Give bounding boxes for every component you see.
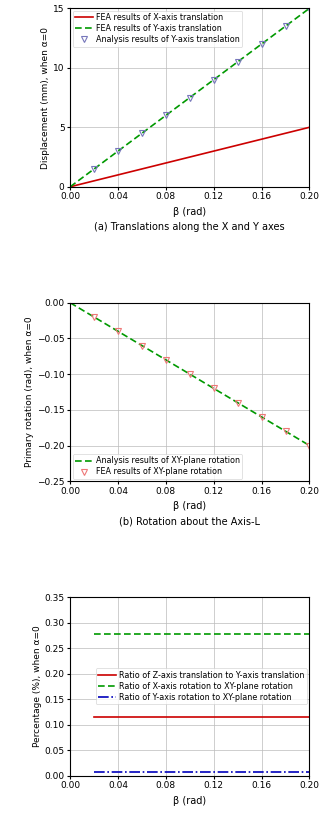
Line: FEA results of X-axis translation: FEA results of X-axis translation [70,128,309,187]
Analysis results of XY-plane rotation [116,326,120,336]
FEA results of XY-plane rotation [308,440,311,450]
Analysis results of XY-plane rotation [236,398,240,408]
FEA results of XY-plane rotation [92,312,96,322]
Title: (a) Translations along the X and Y axes: (a) Translations along the X and Y axes [94,222,285,232]
Ratio of X-axis rotation to XY-plane rotation [212,629,216,639]
Ratio of X-axis rotation to XY-plane rotation [284,629,287,639]
FEA results of X-axis translation [284,128,287,138]
Ratio of Y-axis rotation to XY-plane rotation [92,767,96,777]
X-axis label: β (rad): β (rad) [173,207,206,217]
FEA results of XY-plane rotation [116,326,120,336]
X-axis label: β (rad): β (rad) [173,501,206,511]
Ratio of Z-axis translation to Y-axis translation [92,712,96,722]
Analysis results of Y-axis translation [188,93,192,103]
FEA results of X-axis translation [212,146,216,156]
Ratio of X-axis rotation to XY-plane rotation [164,629,168,639]
Analysis results of XY-plane rotation [260,412,263,422]
Ratio of X-axis rotation to XY-plane rotation [92,629,96,639]
FEA results of Y-axis translation [260,39,263,49]
Analysis results of XY-plane rotation [308,440,311,450]
FEA results of XY-plane rotation [164,354,168,364]
Analysis results of XY-plane rotation [212,384,216,394]
Y-axis label: Percentage (%), when α=0: Percentage (%), when α=0 [33,626,42,747]
Ratio of Y-axis rotation to XY-plane rotation [236,767,240,777]
Ratio of Z-axis translation to Y-axis translation [308,712,311,722]
Ratio of X-axis rotation to XY-plane rotation [260,629,263,639]
Ratio of Z-axis translation to Y-axis translation [188,712,192,722]
FEA results of Y-axis translation [308,3,311,13]
FEA results of Y-axis translation [188,93,192,103]
FEA results of Y-axis translation [236,57,240,67]
Legend: Ratio of Z-axis translation to Y-axis translation, Ratio of X-axis rotation to X: Ratio of Z-axis translation to Y-axis tr… [96,669,307,705]
Analysis results of XY-plane rotation [68,298,72,308]
Ratio of X-axis rotation to XY-plane rotation [140,629,144,639]
Ratio of X-axis rotation to XY-plane rotation [116,629,120,639]
FEA results of Y-axis translation [284,21,287,31]
Ratio of X-axis rotation to XY-plane rotation [236,629,240,639]
Ratio of Z-axis translation to Y-axis translation [116,712,120,722]
FEA results of XY-plane rotation [236,398,240,408]
Ratio of Y-axis rotation to XY-plane rotation [260,767,263,777]
Ratio of Y-axis rotation to XY-plane rotation [212,767,216,777]
FEA results of X-axis translation [140,164,144,174]
Legend: FEA results of X-axis translation, FEA results of Y-axis translation, Analysis r: FEA results of X-axis translation, FEA r… [73,11,242,47]
FEA results of X-axis translation [116,170,120,180]
Ratio of Y-axis rotation to XY-plane rotation [308,767,311,777]
Line: Analysis results of XY-plane rotation: Analysis results of XY-plane rotation [70,303,309,445]
FEA results of Y-axis translation [116,146,120,156]
Analysis results of Y-axis translation [140,128,144,138]
FEA results of X-axis translation [308,123,311,133]
Ratio of Z-axis translation to Y-axis translation [164,712,168,722]
Ratio of Y-axis rotation to XY-plane rotation [284,767,287,777]
FEA results of XY-plane rotation [188,369,192,379]
Ratio of X-axis rotation to XY-plane rotation [188,629,192,639]
Line: FEA results of XY-plane rotation: FEA results of XY-plane rotation [91,314,312,449]
Line: Analysis results of Y-axis translation: Analysis results of Y-axis translation [91,6,312,172]
Analysis results of Y-axis translation [164,110,168,120]
FEA results of X-axis translation [68,182,72,192]
Analysis results of Y-axis translation [284,21,287,31]
FEA results of XY-plane rotation [212,384,216,394]
FEA results of Y-axis translation [68,182,72,192]
Y-axis label: Primary rotation (rad), when α=0: Primary rotation (rad), when α=0 [25,317,34,467]
Ratio of Y-axis rotation to XY-plane rotation [164,767,168,777]
Ratio of Y-axis rotation to XY-plane rotation [188,767,192,777]
FEA results of Y-axis translation [92,164,96,174]
Analysis results of Y-axis translation [116,146,120,156]
FEA results of XY-plane rotation [260,412,263,422]
FEA results of XY-plane rotation [140,340,144,350]
FEA results of Y-axis translation [212,75,216,85]
Y-axis label: Displacement (mm), when α=0: Displacement (mm), when α=0 [41,27,50,168]
FEA results of X-axis translation [164,158,168,168]
X-axis label: β (rad): β (rad) [173,796,206,806]
Analysis results of Y-axis translation [308,3,311,13]
Analysis results of Y-axis translation [260,39,263,49]
Title: (b) Rotation about the Axis-L: (b) Rotation about the Axis-L [119,516,260,526]
Ratio of X-axis rotation to XY-plane rotation [308,629,311,639]
Analysis results of XY-plane rotation [92,312,96,322]
FEA results of X-axis translation [92,176,96,186]
Ratio of Z-axis translation to Y-axis translation [212,712,216,722]
Ratio of Z-axis translation to Y-axis translation [260,712,263,722]
Analysis results of XY-plane rotation [188,369,192,379]
FEA results of X-axis translation [260,134,263,144]
FEA results of X-axis translation [188,152,192,162]
FEA results of X-axis translation [236,140,240,150]
Line: FEA results of Y-axis translation: FEA results of Y-axis translation [70,8,309,187]
Analysis results of XY-plane rotation [140,340,144,350]
Ratio of Y-axis rotation to XY-plane rotation [140,767,144,777]
Analysis results of Y-axis translation [212,75,216,85]
Ratio of Z-axis translation to Y-axis translation [236,712,240,722]
Analysis results of XY-plane rotation [164,354,168,364]
Analysis results of XY-plane rotation [284,426,287,436]
Ratio of Z-axis translation to Y-axis translation [284,712,287,722]
FEA results of Y-axis translation [140,128,144,138]
FEA results of Y-axis translation [164,110,168,120]
FEA results of XY-plane rotation [284,426,287,436]
Legend: Analysis results of XY-plane rotation, FEA results of XY-plane rotation: Analysis results of XY-plane rotation, F… [73,454,242,479]
Analysis results of Y-axis translation [236,57,240,67]
Ratio of Y-axis rotation to XY-plane rotation [116,767,120,777]
Analysis results of Y-axis translation [92,164,96,174]
Ratio of Z-axis translation to Y-axis translation [140,712,144,722]
